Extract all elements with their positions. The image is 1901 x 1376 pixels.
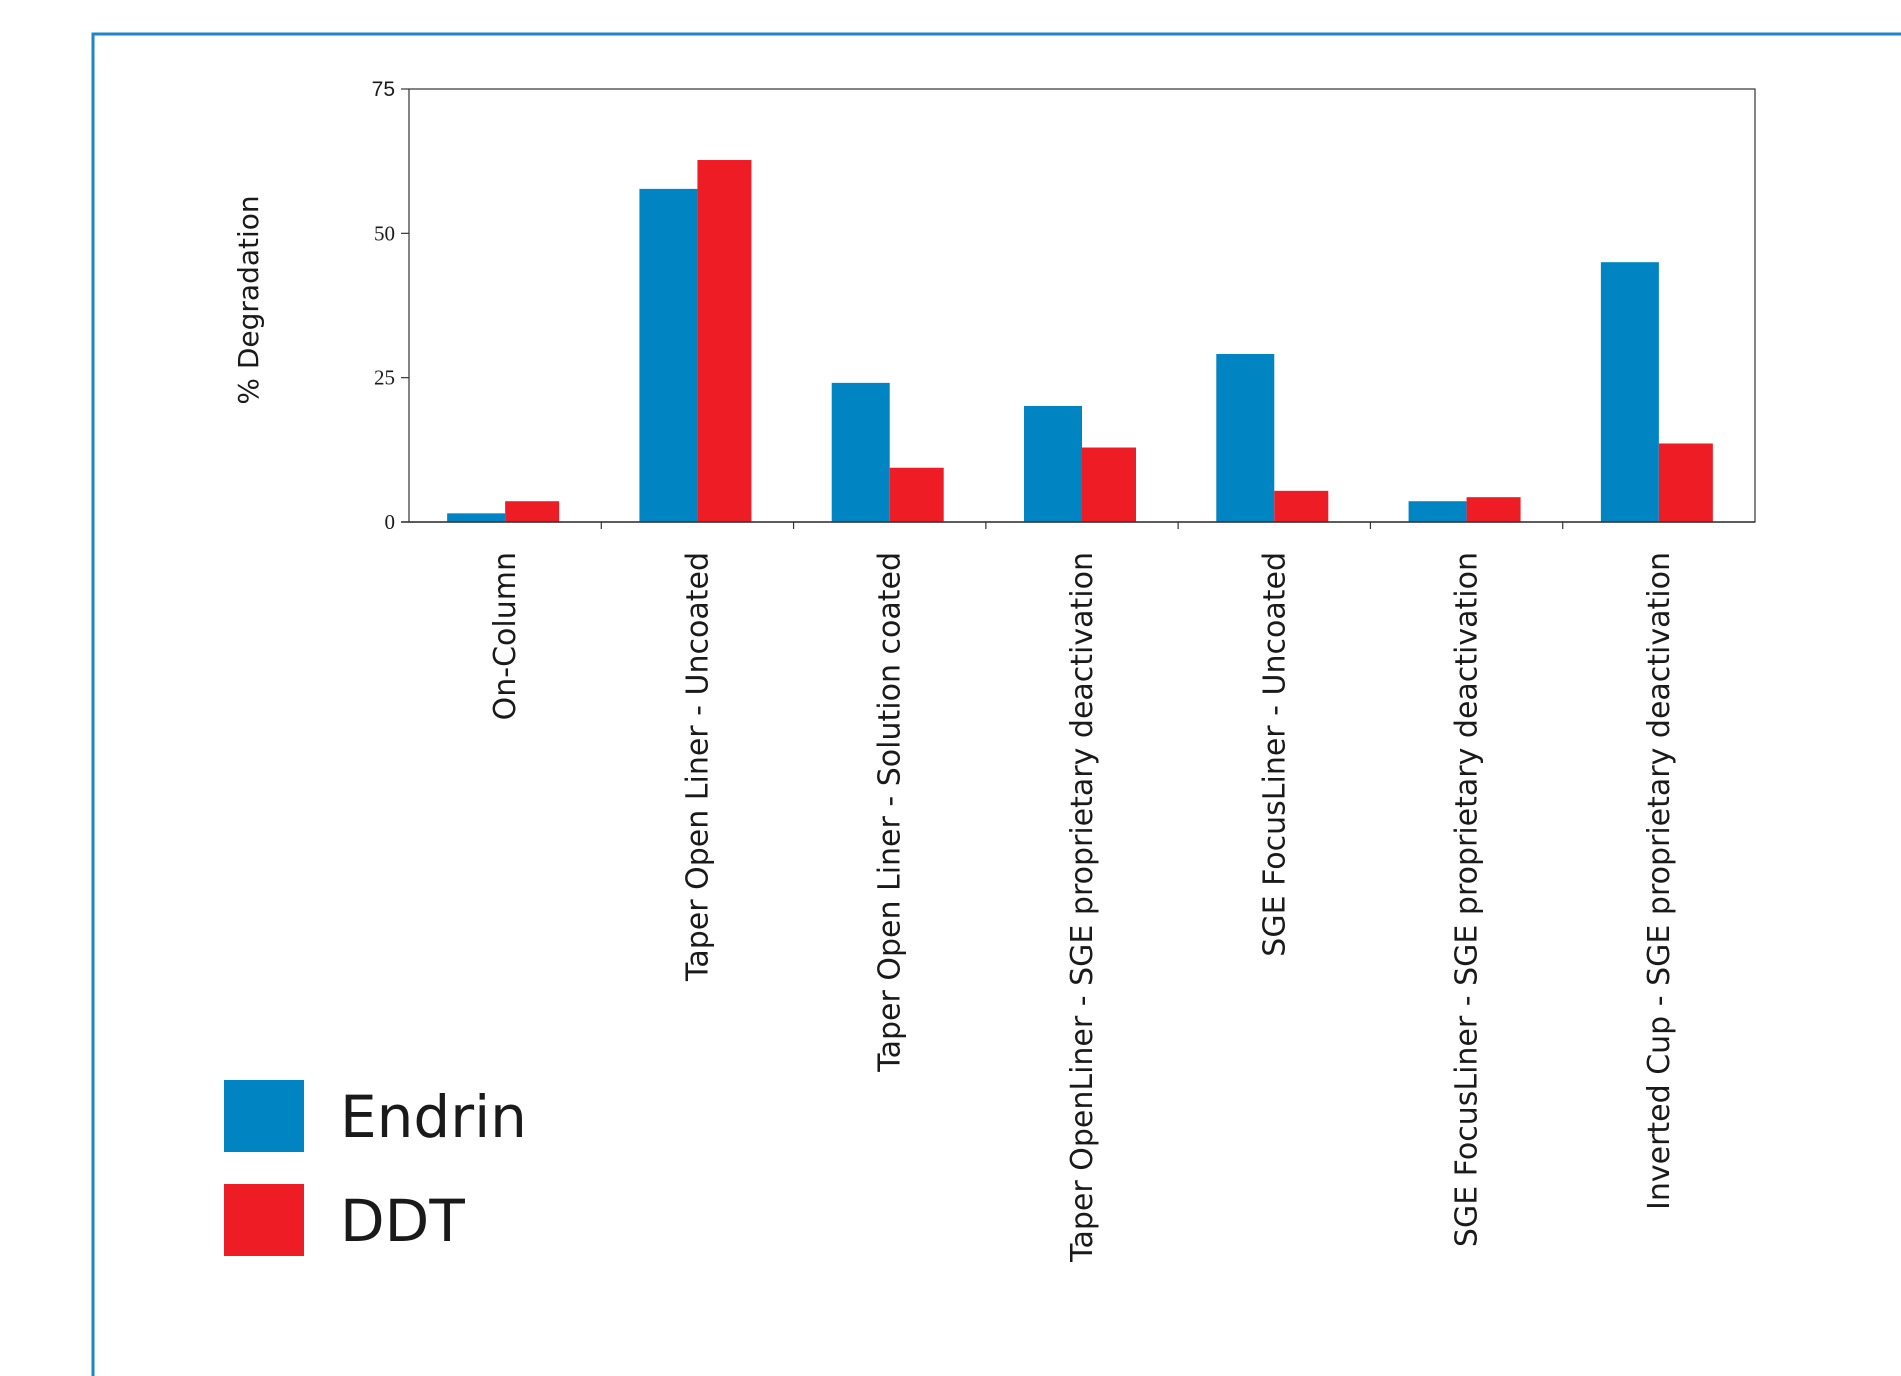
legend-swatch-endrin xyxy=(224,1080,304,1152)
bar-ddt xyxy=(1658,443,1713,522)
legend-label-ddt: DDT xyxy=(340,1187,465,1255)
x-tick-label: Inverted Cup - SGE proprietary deactivat… xyxy=(1642,552,1677,1210)
bar-endrin xyxy=(831,382,890,522)
x-axis-ticks: On-Column Taper Open Liner - Uncoated Tape… xyxy=(401,521,1755,1263)
bar-ddt xyxy=(1082,447,1136,522)
bar-endrin xyxy=(1408,501,1467,522)
x-tick-label: On-Column xyxy=(488,552,523,720)
y-axis-ticks: 0 25 50 75 xyxy=(372,78,409,534)
y-tick-label: 75 xyxy=(372,78,395,101)
y-tick-label: 25 xyxy=(374,366,395,390)
legend-label-endrin: Endrin xyxy=(340,1083,527,1151)
bar-ddt xyxy=(505,501,560,522)
legend: Endrin DDT xyxy=(224,1080,527,1256)
bars-group xyxy=(447,160,1713,522)
bar-ddt xyxy=(1466,497,1521,522)
bar-endrin xyxy=(447,513,506,522)
bar-endrin xyxy=(1600,262,1659,522)
x-tick-label: SGE FocusLiner - SGE proprietary deactiv… xyxy=(1450,552,1485,1247)
legend-swatch-ddt xyxy=(224,1184,304,1256)
bar-endrin xyxy=(639,188,698,522)
x-tick-label: Taper Open Liner - Uncoated xyxy=(680,552,715,982)
x-tick-label: Taper OpenLiner - SGE proprietary deacti… xyxy=(1065,552,1100,1263)
x-tick-label: Taper Open Liner - Solution coated xyxy=(873,552,908,1073)
y-tick-label: 50 xyxy=(374,221,395,245)
bar-endrin xyxy=(1216,353,1275,522)
chart-border xyxy=(91,32,1901,1376)
y-axis-label: % Degradation xyxy=(232,195,265,404)
y-tick-label: 0 xyxy=(385,510,396,534)
bar-ddt xyxy=(697,160,752,522)
bar-ddt xyxy=(1274,490,1329,522)
x-tick-label: SGE FocusLiner - Uncoated xyxy=(1257,552,1292,957)
bar-endrin xyxy=(1024,405,1082,522)
bar-ddt xyxy=(889,467,944,522)
